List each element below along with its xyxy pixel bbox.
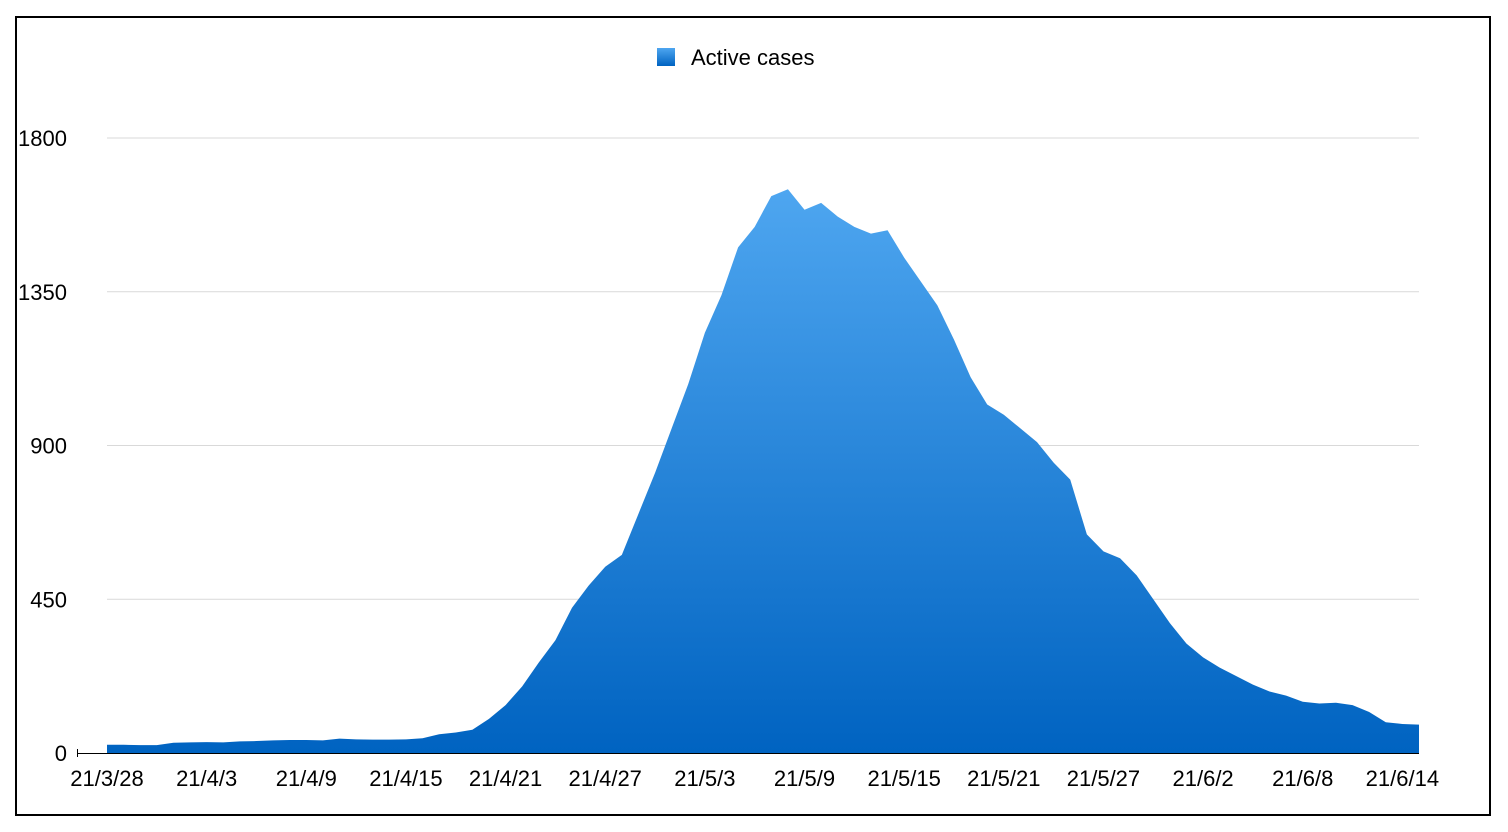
active-cases-chart: 0 450 900 1350 1800 21/3/28 21/4/3 21/4/9 21/4/… [18, 45, 1439, 791]
x-tick-label: 21/4/3 [176, 766, 237, 791]
y-tick-label: 1800 [18, 126, 67, 151]
x-tick-label: 21/3/28 [70, 766, 143, 791]
x-tick-label: 21/4/9 [276, 766, 337, 791]
x-tick-label: 21/5/21 [967, 766, 1040, 791]
legend-swatch-active-cases [657, 48, 675, 66]
x-tick-label: 21/6/2 [1173, 766, 1234, 791]
x-tick-label: 21/6/14 [1366, 766, 1439, 791]
legend: Active cases [657, 45, 815, 70]
x-tick-label: 21/5/27 [1067, 766, 1140, 791]
legend-label-active-cases: Active cases [691, 45, 815, 70]
x-tick-label: 21/5/15 [867, 766, 940, 791]
y-tick-label: 450 [30, 587, 67, 612]
y-tick-label: 900 [30, 434, 67, 459]
x-tick-label: 21/6/8 [1272, 766, 1333, 791]
axes [77, 749, 1419, 757]
y-tick-label: 0 [55, 741, 67, 766]
y-axis-ticks: 0 450 900 1350 1800 [18, 126, 67, 766]
chart-frame: 0 450 900 1350 1800 21/3/28 21/4/3 21/4/9 21/4/… [15, 16, 1491, 816]
x-tick-label: 21/5/9 [774, 766, 835, 791]
x-tick-label: 21/5/3 [674, 766, 735, 791]
x-tick-label: 21/4/21 [469, 766, 542, 791]
area-series [107, 189, 1419, 753]
series-area-active-cases [107, 189, 1419, 753]
x-axis-ticks: 21/3/28 21/4/3 21/4/9 21/4/15 21/4/21 21/4/27… [70, 766, 1439, 791]
x-tick-label: 21/4/15 [369, 766, 442, 791]
y-tick-label: 1350 [18, 280, 67, 305]
x-tick-label: 21/4/27 [569, 766, 642, 791]
